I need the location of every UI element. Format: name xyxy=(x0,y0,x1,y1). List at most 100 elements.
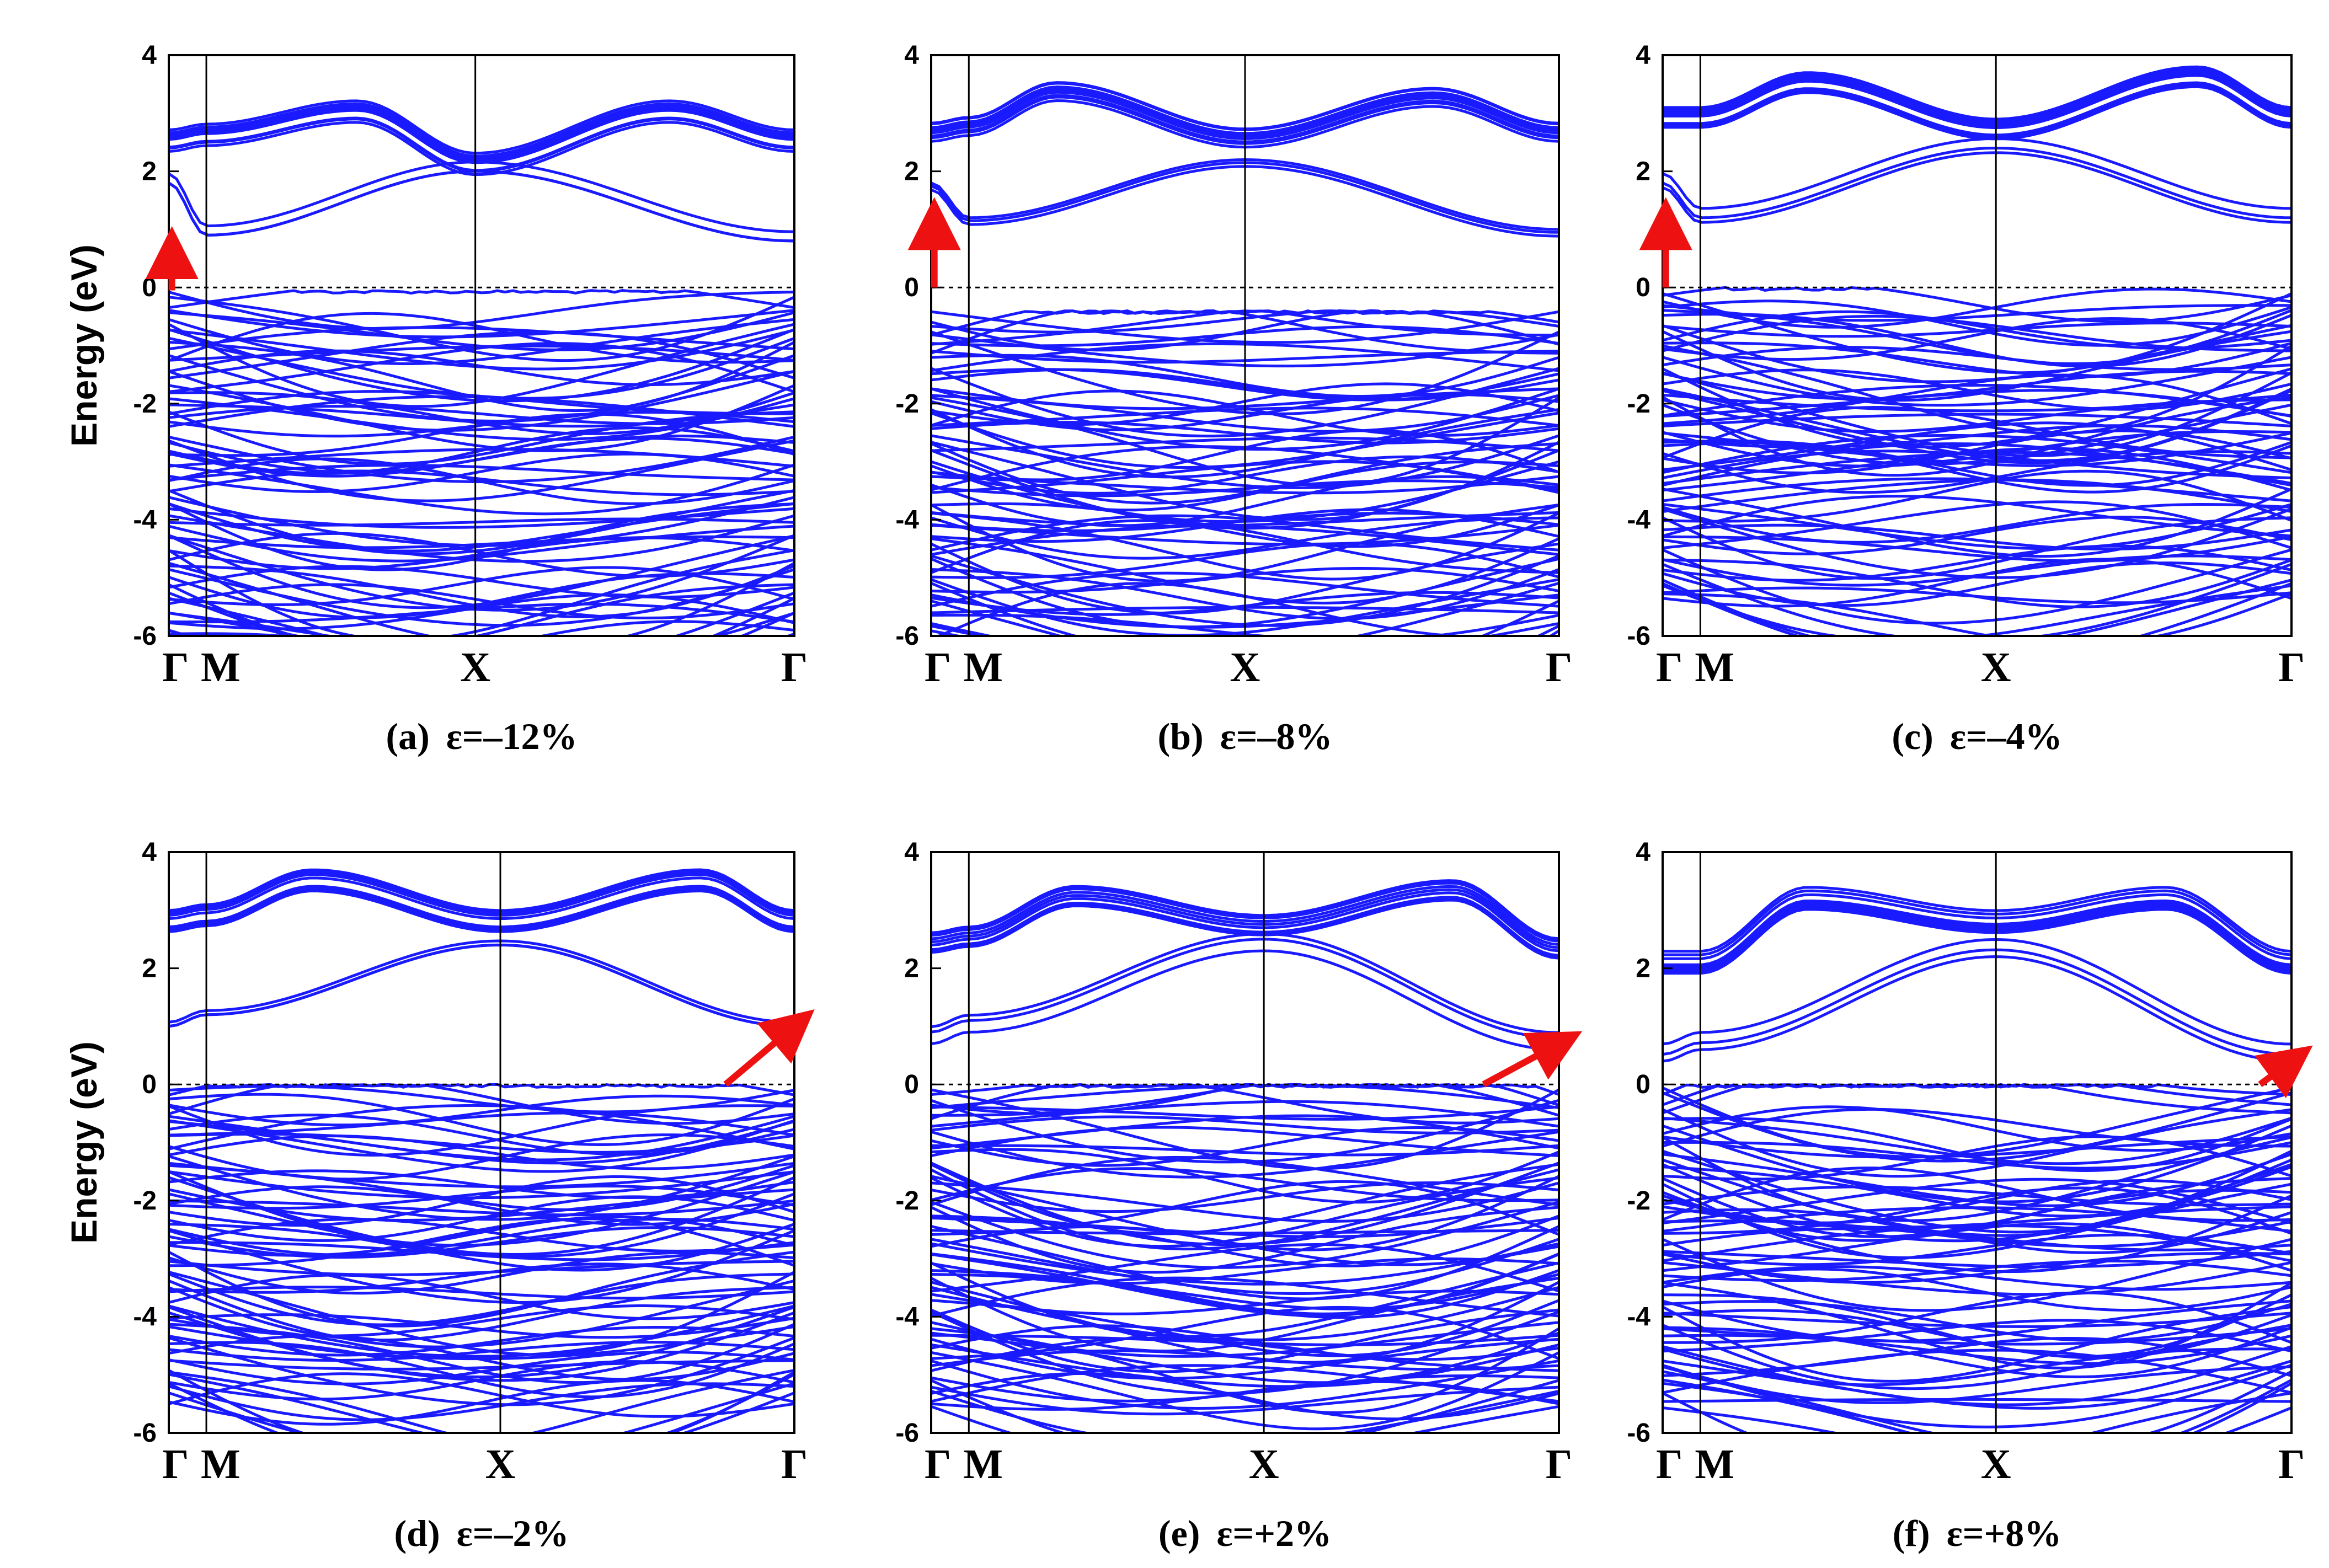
valence-band xyxy=(1663,449,2291,479)
x-tick-label: X xyxy=(1981,1441,2011,1487)
valence-band xyxy=(169,1341,794,1362)
conduction-band xyxy=(169,871,794,915)
valence-band xyxy=(169,1094,794,1127)
valence-band xyxy=(931,1100,1559,1128)
conduction-band xyxy=(1663,85,2291,141)
bands-e xyxy=(931,879,1559,1433)
valence-band xyxy=(1663,586,2291,604)
valence-band xyxy=(169,1304,794,1337)
bands-a xyxy=(169,99,794,636)
valence-band xyxy=(1663,503,2291,544)
valence-band xyxy=(931,1364,1559,1403)
valence-band xyxy=(169,330,794,379)
valence-band xyxy=(1663,1337,2291,1377)
valence-band xyxy=(1663,317,2291,361)
strain-label: ε=+8% xyxy=(1947,1512,2062,1554)
valence-band xyxy=(1663,548,2291,625)
y-tick-label: -2 xyxy=(133,389,157,419)
x-tick-label: Γ xyxy=(1656,644,1682,691)
valence-band xyxy=(1663,1299,2291,1342)
panel-label: (d) xyxy=(394,1512,440,1554)
valence-band xyxy=(931,1337,1559,1380)
valence-band xyxy=(1663,1406,2291,1433)
valence-band xyxy=(169,1093,794,1147)
valence-band xyxy=(169,1217,794,1256)
conduction-band xyxy=(1663,955,2291,1063)
valence-band xyxy=(1663,1392,2291,1433)
conduction-band xyxy=(1663,886,2291,953)
valence-band xyxy=(1663,287,2291,329)
valence-band xyxy=(1663,1291,2291,1344)
valence-band xyxy=(1663,1250,2291,1269)
x-tick-label: Γ xyxy=(162,644,189,691)
bands-f xyxy=(1663,886,2291,1433)
valence-band xyxy=(1663,1360,2291,1410)
valence-band xyxy=(169,452,794,493)
valence-band xyxy=(169,291,794,330)
x-tick-label: X xyxy=(1981,644,2011,691)
valence-band xyxy=(1663,1105,2291,1152)
valence-band xyxy=(931,1305,1559,1360)
valence-band xyxy=(931,1385,1559,1416)
y-tick-label: 4 xyxy=(1636,838,1650,867)
valence-band xyxy=(1663,558,2291,608)
valence-band xyxy=(169,1271,794,1356)
conduction-band xyxy=(169,939,794,1024)
valence-band xyxy=(169,593,794,630)
valence-band xyxy=(1663,1259,2291,1282)
valence-band xyxy=(1663,1265,2291,1291)
x-tick-label: X xyxy=(1249,1441,1279,1487)
x-tick-label: Γ xyxy=(2278,1441,2305,1487)
x-tick-label: M xyxy=(1695,644,1734,691)
valence-band xyxy=(931,1349,1559,1371)
conduction-band xyxy=(169,99,794,155)
valence-band xyxy=(1663,1326,2291,1379)
valence-band xyxy=(1663,582,2291,636)
valence-band xyxy=(931,1324,1559,1361)
y-tick-label: -2 xyxy=(133,1186,157,1216)
conduction-band xyxy=(931,898,1559,960)
y-tick-label: -4 xyxy=(895,505,919,534)
valence-band xyxy=(931,1083,1559,1117)
valence-band xyxy=(169,602,794,624)
x-tick-label: X xyxy=(460,644,490,691)
valence-band xyxy=(169,318,794,365)
valence-band xyxy=(1663,421,2291,472)
y-tick-label: 0 xyxy=(904,273,919,302)
valence-band xyxy=(169,1111,794,1137)
valence-band xyxy=(169,288,794,309)
x-tick-label: Γ xyxy=(925,1441,951,1487)
x-tick-label: M xyxy=(963,1441,1003,1487)
y-tick-label: -4 xyxy=(895,1302,919,1331)
valence-band xyxy=(169,517,794,527)
x-tick-label: Γ xyxy=(162,1441,189,1487)
x-tick-label: X xyxy=(485,1441,516,1487)
valence-band xyxy=(1663,592,2291,636)
valence-band xyxy=(1663,1178,2291,1225)
y-tick-label: -2 xyxy=(895,389,919,419)
bands-c xyxy=(1663,65,2291,636)
valence-band xyxy=(169,311,794,351)
y-tick-label: 2 xyxy=(1636,954,1650,983)
valence-band xyxy=(931,1163,1559,1235)
conduction-band xyxy=(1663,938,2291,1046)
valence-band xyxy=(931,1167,1559,1202)
valence-band xyxy=(1663,313,2291,368)
conduction-band xyxy=(1663,151,2291,224)
valence-band xyxy=(931,1380,1559,1411)
valence-band xyxy=(169,549,794,636)
y-tick-label: -2 xyxy=(1627,389,1650,419)
valence-band xyxy=(1663,1206,2291,1233)
valence-band xyxy=(1663,373,2291,425)
conduction-band xyxy=(169,887,794,931)
conduction-band xyxy=(931,879,1559,940)
x-tick-label: Γ xyxy=(925,644,951,691)
valence-band xyxy=(169,405,794,425)
valence-band xyxy=(931,1214,1559,1267)
conduction-band xyxy=(169,943,794,1028)
valence-band xyxy=(169,464,794,481)
y-tick-label: 0 xyxy=(904,1070,919,1099)
valence-band xyxy=(169,410,794,465)
valence-band xyxy=(1663,314,2291,352)
conduction-band xyxy=(1663,67,2291,123)
